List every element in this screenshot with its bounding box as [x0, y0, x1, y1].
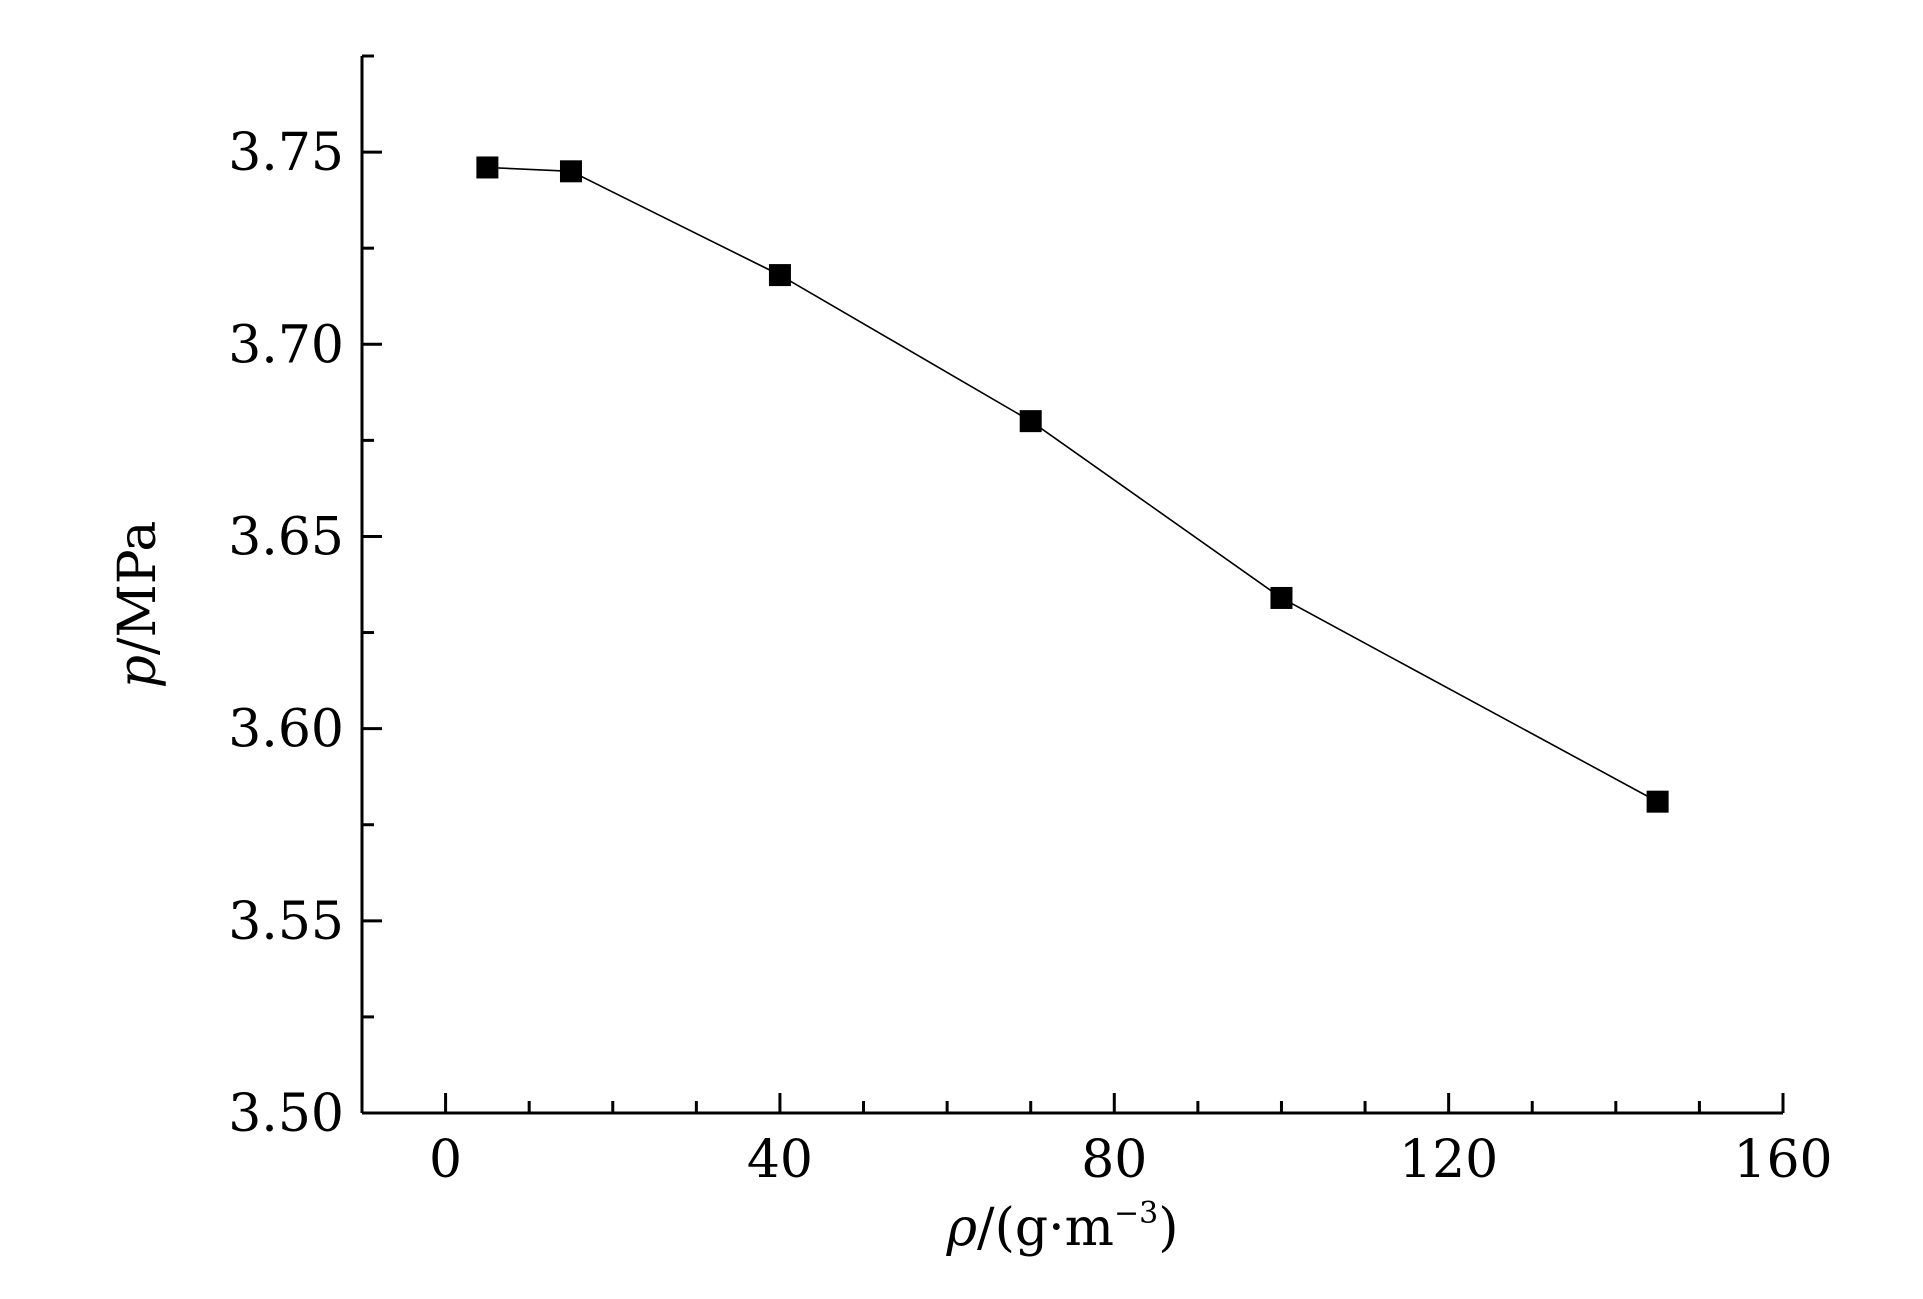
series-line	[487, 166, 1658, 803]
x-tick-label: 80	[1081, 1130, 1147, 1190]
x-tick-label: 0	[429, 1130, 462, 1190]
x-axis-unit-open: /(g·m	[977, 1198, 1114, 1258]
data-point-marker	[1019, 410, 1042, 433]
axis-ticks	[362, 54, 1785, 1115]
axis-tick-labels: 0 40 80 120 160 3.50 3.55 3.60 3.65 3.70 3.75	[228, 123, 1832, 1190]
x-axis-symbol: ρ	[945, 1198, 977, 1258]
x-tick-label: 40	[747, 1130, 813, 1190]
y-tick-label: 3.75	[228, 123, 344, 183]
x-axis-unit-close: )	[1158, 1198, 1178, 1258]
x-axis-unit-exponent: −3	[1114, 1196, 1158, 1231]
y-tick-label: 3.70	[228, 315, 344, 375]
y-tick-label: 3.50	[228, 1084, 344, 1144]
y-axis-title: p/MPa	[108, 521, 168, 689]
y-axis-symbol: p	[108, 655, 168, 688]
data-markers	[476, 156, 1669, 813]
data-point-marker	[1646, 790, 1669, 813]
data-point-marker	[1270, 586, 1293, 609]
data-point-marker	[559, 160, 582, 183]
data-point-marker	[768, 264, 791, 287]
x-axis-title: ρ/(g·m−3)	[945, 1196, 1178, 1258]
y-tick-label: 3.60	[228, 700, 344, 760]
x-tick-label: 120	[1399, 1130, 1498, 1190]
y-tick-label: 3.65	[228, 507, 344, 567]
data-point-marker	[476, 156, 499, 179]
chart-axes	[360, 56, 1783, 1115]
x-tick-label: 160	[1733, 1130, 1832, 1190]
y-axis-unit: /MPa	[108, 521, 168, 655]
y-tick-label: 3.55	[228, 892, 344, 952]
